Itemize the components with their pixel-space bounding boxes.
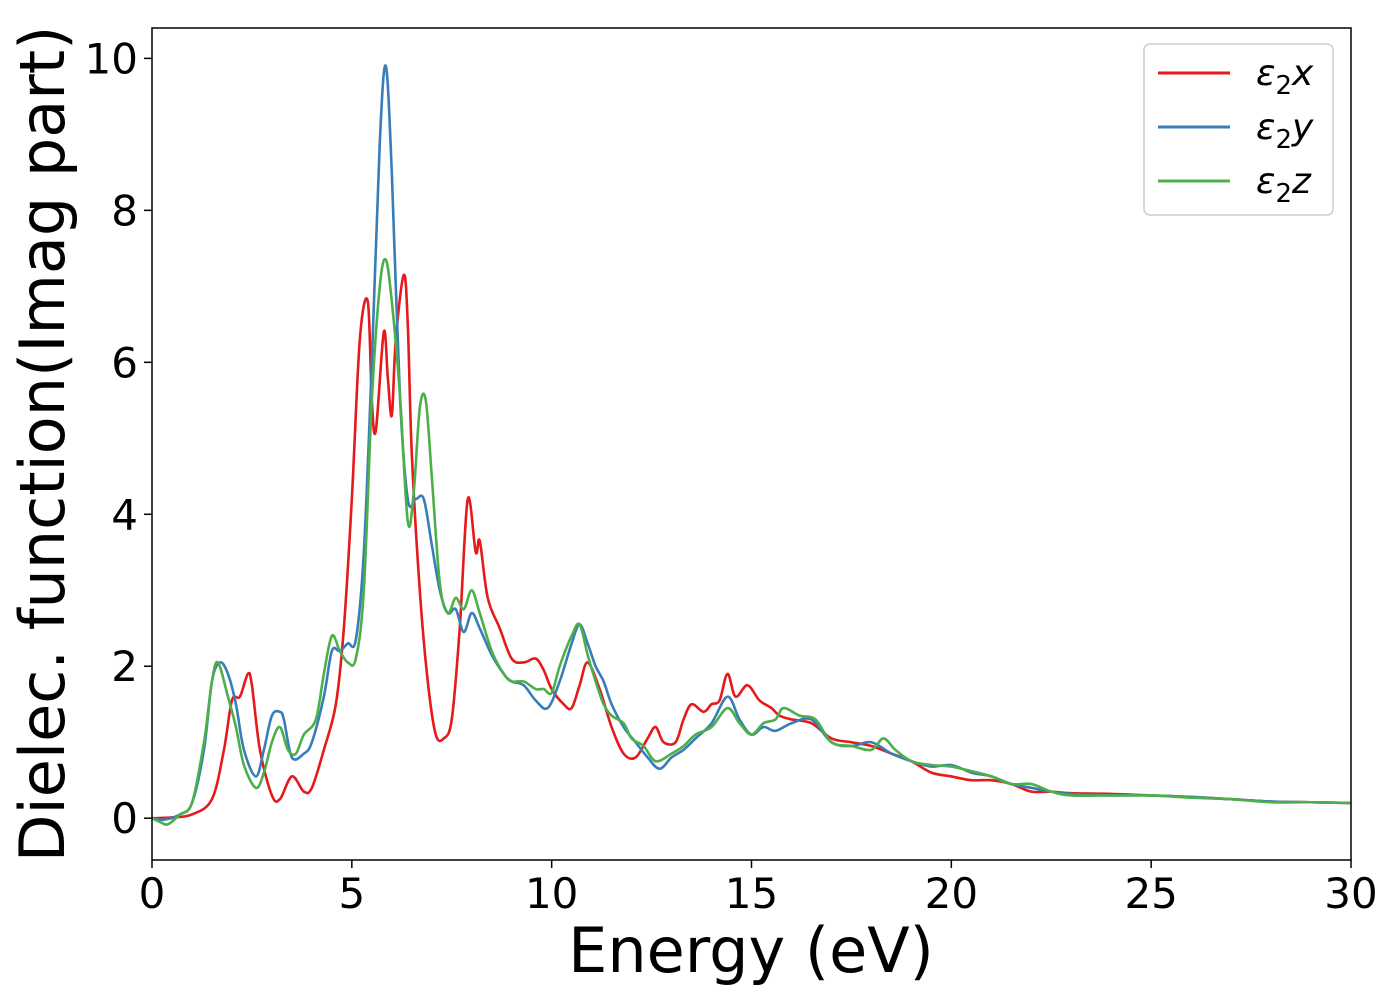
- x-tick-label: 0: [139, 869, 166, 918]
- y-tick-label: 0: [111, 794, 138, 843]
- legend-box: [1143, 43, 1334, 216]
- series-line-x: [152, 273, 1351, 820]
- legend-label-subscript: 2: [1275, 71, 1292, 101]
- ticks-layer: 0 5 10 15 20 25 30 0 2 4 6 8 10: [85, 34, 1378, 918]
- y-axis-title: Dielec. function(Imag part): [6, 26, 79, 863]
- x-tick-label: 25: [1124, 869, 1177, 918]
- legend-label-axis: z: [1291, 161, 1312, 202]
- legend-label-base: ε: [1256, 161, 1275, 202]
- x-tick-label: 15: [725, 869, 778, 918]
- x-tick-label: 10: [525, 869, 578, 918]
- y-tick-label: 6: [111, 338, 138, 387]
- series-layer: [152, 64, 1351, 826]
- x-axis-title: Energy (eV): [568, 914, 934, 987]
- legend-label-x: ε2x: [1256, 53, 1314, 101]
- x-tick-label: 20: [925, 869, 978, 918]
- y-tick-label: 10: [85, 34, 138, 83]
- legend-label-z: ε2z: [1256, 161, 1312, 209]
- y-tick-label: 8: [111, 186, 138, 235]
- legend-label-axis: x: [1291, 53, 1314, 94]
- legend-label-base: ε: [1256, 53, 1275, 94]
- legend-label-subscript: 2: [1275, 179, 1292, 209]
- y-tick-label: 2: [111, 642, 138, 691]
- legend-label-subscript: 2: [1275, 125, 1292, 155]
- series-line-z: [152, 257, 1351, 826]
- legend-label-y: ε2y: [1256, 107, 1314, 155]
- x-tick-label: 30: [1324, 869, 1377, 918]
- x-tick-label: 5: [338, 869, 365, 918]
- legend-label-axis: y: [1291, 107, 1314, 148]
- legend-label-base: ε: [1256, 107, 1275, 148]
- y-tick-label: 4: [111, 490, 138, 539]
